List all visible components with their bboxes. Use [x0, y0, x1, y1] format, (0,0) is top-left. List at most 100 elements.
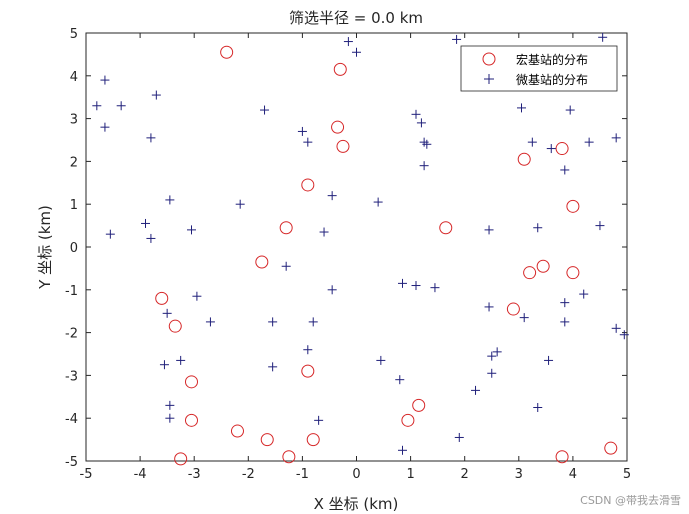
watermark: CSDN @带我去滑雪: [580, 494, 681, 507]
micro-station-point: [100, 122, 110, 132]
micro-station-point: [105, 229, 115, 239]
chart-title: 筛选半径 = 0.0 km: [289, 9, 423, 27]
micro-station-point: [192, 291, 202, 301]
x-tick-label: -5: [80, 467, 93, 482]
y-tick-label: 5: [70, 27, 78, 42]
micro-station-point: [376, 355, 386, 365]
plot-area: [85, 32, 628, 462]
macro-station-point: [279, 221, 293, 235]
micro-station-point: [487, 368, 497, 378]
y-tick-label: 3: [70, 113, 78, 128]
micro-station-point: [116, 101, 126, 111]
micro-station-point: [373, 197, 383, 207]
y-tick-label: -4: [65, 412, 78, 427]
micro-station-point: [411, 109, 421, 119]
micro-station-point: [484, 225, 494, 235]
micro-station-point: [146, 233, 156, 243]
macro-station-point: [555, 142, 569, 156]
micro-station-point: [471, 385, 481, 395]
micro-station-point: [308, 317, 318, 327]
x-tick-label: 4: [569, 467, 577, 482]
y-tick-label: 4: [70, 70, 78, 85]
x-tick-label: -3: [188, 467, 201, 482]
x-tick-label: -4: [134, 467, 147, 482]
macro-station-point: [536, 259, 550, 273]
micro-station-point: [560, 317, 570, 327]
micro-station-point: [484, 302, 494, 312]
macro-station-point: [517, 152, 531, 166]
micro-station-point: [579, 289, 589, 299]
legend: 宏基站的分布 微基站的分布: [460, 45, 618, 92]
x-tick-label: -2: [242, 467, 255, 482]
macro-station-point: [260, 433, 274, 447]
micro-station-point: [584, 137, 594, 147]
macro-station-point: [566, 199, 580, 213]
macro-station-point: [184, 413, 198, 427]
micro-station-point: [162, 308, 172, 318]
micro-station-point: [492, 347, 502, 357]
micro-station-point: [268, 317, 278, 327]
micro-station-point: [527, 137, 537, 147]
micro-station-point: [327, 285, 337, 295]
micro-station-point: [544, 355, 554, 365]
micro-station-point: [92, 101, 102, 111]
micro-station-point: [565, 105, 575, 115]
micro-station-point: [281, 261, 291, 271]
micro-station-point: [235, 199, 245, 209]
x-axis-label: X 坐标 (km): [314, 495, 399, 513]
y-axis-label: Y 坐标 (km): [36, 205, 54, 290]
micro-station-point: [560, 165, 570, 175]
macro-station-point: [566, 266, 580, 280]
micro-station-point: [186, 225, 196, 235]
macro-station-point: [301, 178, 315, 192]
micro-station-point: [411, 281, 421, 291]
micro-station-point: [533, 403, 543, 412]
micro-station-point: [397, 445, 407, 455]
micro-station-point: [419, 161, 429, 171]
macro-station-point: [155, 291, 169, 305]
micro-station-point: [611, 323, 621, 333]
micro-station-point: [519, 313, 529, 323]
micro-station-point: [595, 221, 605, 231]
x-tick-label: -1: [296, 467, 309, 482]
legend-label-micro: 微基站的分布: [516, 72, 588, 87]
legend-marker-macro: [482, 52, 496, 66]
micro-station-point: [314, 415, 324, 425]
micro-station-point: [165, 195, 175, 205]
micro-station-point: [452, 34, 462, 44]
macro-station-point: [331, 120, 345, 134]
macro-station-point: [184, 375, 198, 389]
y-tick-label: 1: [70, 198, 78, 213]
y-tick-label: -3: [65, 369, 78, 384]
x-tick-label: 2: [461, 467, 469, 482]
y-tick-label: -1: [65, 284, 78, 299]
legend-marker-micro: [484, 74, 494, 84]
micro-station-point: [533, 223, 543, 233]
y-tick-label: 2: [70, 155, 78, 170]
micro-station-point: [546, 144, 556, 154]
macro-station-point: [306, 433, 320, 447]
micro-station-point: [560, 298, 570, 308]
micro-station-point: [268, 362, 278, 372]
micro-station-point: [430, 283, 440, 293]
micro-station-point: [397, 278, 407, 288]
macro-station-point: [336, 139, 350, 153]
macro-station-point: [604, 441, 618, 455]
x-tick-label: 5: [623, 467, 631, 482]
macro-station-point: [333, 62, 347, 76]
micro-station-point: [100, 75, 110, 85]
micro-station-point: [141, 218, 151, 228]
legend-label-macro: 宏基站的分布: [516, 52, 588, 67]
micro-station-point: [319, 227, 329, 237]
macro-station-point: [282, 450, 296, 464]
micro-station-point: [598, 32, 608, 42]
micro-station-point: [260, 105, 270, 115]
micro-station-point: [176, 355, 186, 365]
micro-station-point: [165, 413, 175, 423]
micro-station-point: [422, 139, 432, 149]
macro-station-point: [439, 221, 453, 235]
micro-station-point: [517, 103, 527, 113]
y-tick-label: -2: [65, 327, 78, 342]
micro-station-point: [151, 90, 161, 100]
